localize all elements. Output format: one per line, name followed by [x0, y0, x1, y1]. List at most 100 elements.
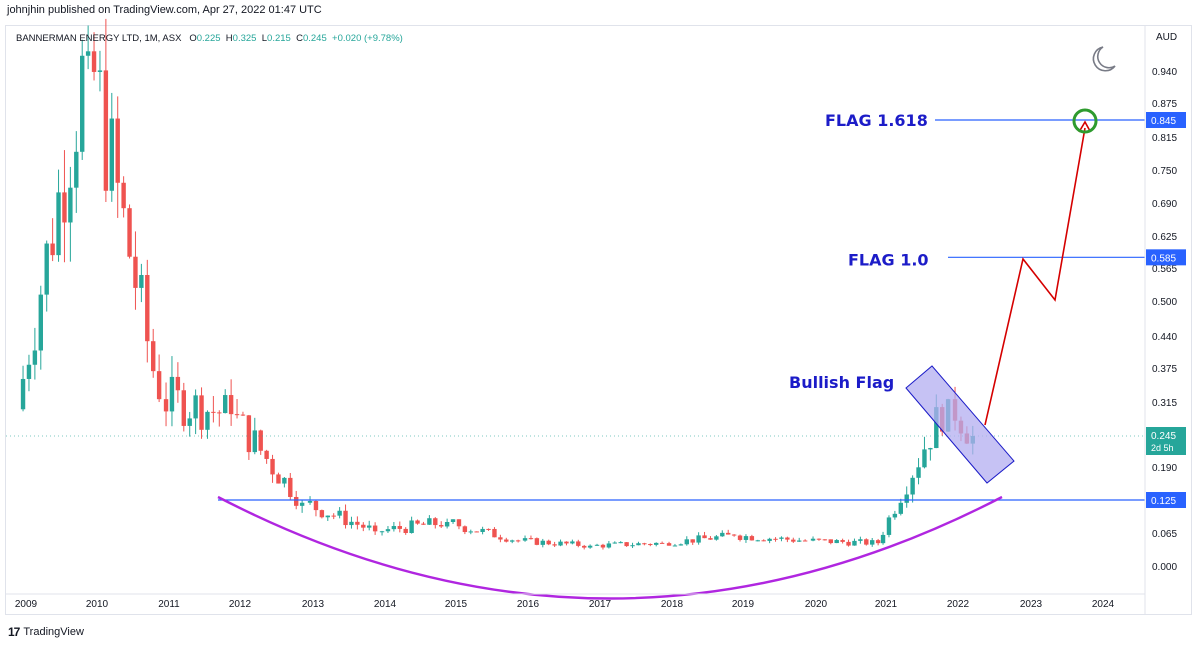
candle-body: [659, 542, 665, 544]
candle-body: [816, 538, 822, 540]
candle-body: [456, 519, 462, 527]
candle-body: [343, 510, 348, 526]
bullish-flag-box: [905, 365, 1015, 484]
candle-body: [156, 371, 162, 400]
candle-body: [755, 540, 760, 542]
y-tick-label: 0.875: [1152, 99, 1177, 110]
candle-body: [886, 517, 892, 535]
candle-body: [391, 526, 397, 530]
candle-body: [299, 502, 305, 506]
x-tick-label: 2021: [875, 599, 898, 610]
candle-body: [666, 543, 672, 546]
x-tick-label: 2017: [589, 599, 612, 610]
candle-body: [726, 532, 731, 535]
target-circle-icon: [1072, 108, 1098, 134]
candle-body: [109, 118, 114, 191]
symbol-legend: BANNERMAN ENERGY LTD, 1M, ASX O0.225 H0.…: [16, 33, 403, 44]
close-label: C: [296, 33, 303, 44]
tradingview-logo-icon: 17: [8, 625, 20, 639]
y-tick-label: 0.000: [1152, 562, 1177, 573]
y-tick-label: 0.625: [1152, 232, 1177, 243]
candle-body: [552, 544, 557, 546]
candle-body: [840, 540, 845, 542]
candle-body: [331, 515, 336, 517]
candle-body: [875, 540, 881, 544]
candle-body: [228, 395, 234, 415]
candle-body: [103, 70, 109, 191]
price-label-box: [1146, 112, 1186, 128]
last-price-text: 0.245: [1151, 431, 1176, 442]
candle-body: [169, 376, 175, 412]
y-tick-label: 0.940: [1152, 67, 1177, 78]
candle-body: [474, 531, 479, 533]
drawings: FLAG 1.618 FLAG 1.0 Bullish Flag: [6, 46, 1145, 600]
candle-body: [258, 430, 263, 451]
candle-body: [606, 543, 612, 548]
candle-body: [714, 536, 719, 540]
candle-body: [498, 537, 503, 540]
x-tick-label: 2012: [229, 599, 252, 610]
x-tick-label: 2022: [947, 599, 970, 610]
high-label: H: [225, 33, 233, 44]
y-tick-label: 0.690: [1152, 199, 1177, 210]
x-tick-label: 2010: [86, 599, 109, 610]
x-tick-label: 2009: [15, 599, 38, 610]
candle-body: [504, 539, 509, 542]
candle-body: [749, 536, 755, 541]
candle-body: [127, 208, 132, 257]
candle-body: [510, 540, 515, 542]
last-price-box: [1146, 427, 1186, 455]
flag-10-label: FLAG 1.0: [848, 250, 929, 269]
candle-body: [56, 192, 61, 256]
candle-body: [133, 256, 138, 288]
candle-body: [409, 520, 414, 534]
candle-body: [916, 467, 921, 478]
candle-body: [205, 411, 210, 430]
x-tick-label: 2016: [517, 599, 540, 610]
candle-body: [217, 412, 222, 414]
candle-body: [708, 538, 713, 540]
candle-body: [486, 528, 491, 530]
candle-body: [892, 513, 898, 518]
candle-body: [270, 458, 275, 475]
footer: 17 TradingView: [8, 625, 84, 639]
y-tick-label: 0.440: [1152, 332, 1177, 343]
candle-body: [20, 378, 26, 410]
candle-body: [68, 187, 73, 223]
high-value: 0.325: [232, 33, 257, 44]
bullish-flag-label: Bullish Flag: [789, 373, 894, 392]
y-tick-label: 0.565: [1152, 264, 1177, 275]
candle-body: [612, 542, 617, 544]
candle-body: [828, 539, 833, 544]
candle-body: [737, 535, 743, 540]
price-label-box: [1146, 249, 1186, 266]
candle-body: [910, 477, 915, 495]
open-value: 0.225: [196, 33, 221, 44]
candle-body: [582, 545, 587, 548]
candle-body: [922, 449, 927, 468]
countdown-text: 2d 5h: [1151, 443, 1174, 453]
candle-body: [80, 55, 85, 152]
candle-body: [690, 539, 695, 543]
candle-body: [450, 519, 456, 522]
chart-pane[interactable]: [5, 25, 1192, 615]
candle-body: [444, 522, 450, 527]
candle-body: [38, 294, 43, 351]
footer-brand: TradingView: [23, 626, 84, 638]
candle-body: [743, 536, 749, 540]
y-tick-label: 0.190: [1152, 463, 1177, 474]
y-tick-label: 0.750: [1152, 166, 1177, 177]
y-tick-label: 0.500: [1152, 297, 1177, 308]
candle-body: [540, 540, 545, 545]
projection-path: [984, 127, 1086, 426]
candle-body: [223, 395, 228, 414]
candle-body: [696, 535, 701, 543]
candle-body: [181, 390, 186, 426]
candle-body: [385, 529, 391, 532]
candle-body: [570, 541, 575, 544]
candle-body: [199, 395, 204, 430]
candle-body: [294, 496, 299, 506]
candle-body: [534, 538, 540, 545]
candle-body: [276, 474, 281, 484]
